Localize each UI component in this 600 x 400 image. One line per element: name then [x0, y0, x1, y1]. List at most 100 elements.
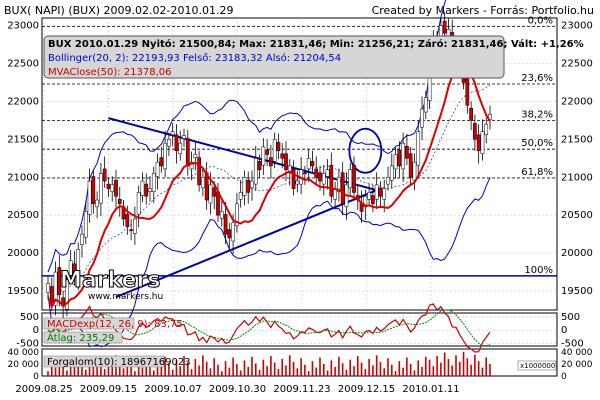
candle-body: [442, 20, 447, 34]
volume-tick-label: 40 000: [8, 348, 40, 358]
candle-body: [473, 123, 477, 140]
fib-label: 38,2%: [521, 109, 553, 120]
candle-body: [182, 135, 186, 139]
candle-body: [469, 108, 473, 121]
candle-body: [408, 153, 413, 178]
candle-body: [412, 161, 417, 181]
candle-body: [382, 188, 387, 200]
y-tick-label: 19500: [7, 286, 39, 297]
x-tick-label: 2009.11.23: [273, 384, 330, 395]
candle-body: [99, 173, 103, 204]
bollinger-mid: [47, 84, 491, 294]
candle-body: [151, 173, 156, 192]
candle-body: [310, 161, 315, 167]
ma50-line: [47, 60, 491, 309]
candle-body: [189, 161, 194, 170]
candle-body: [367, 192, 371, 200]
macd-label: MACDexp(12, 26, 9): 83,75: [47, 319, 183, 330]
candle-body: [405, 145, 409, 159]
candle-body: [476, 134, 481, 151]
candle-body: [416, 131, 421, 166]
candle-body: [295, 180, 300, 185]
candle-body: [284, 153, 288, 170]
candle-body: [465, 77, 470, 106]
x-tick-label: 2009.08.25: [15, 384, 72, 395]
candle-body: [125, 214, 130, 227]
candle-body: [57, 267, 62, 296]
candle-body: [117, 199, 122, 205]
candle-body: [261, 146, 266, 166]
info-bollinger: Bollinger(20, 2): 22193,93 Felső: 23183,…: [48, 52, 341, 64]
candle-body: [193, 154, 198, 158]
candle-body: [272, 139, 277, 162]
candle-body: [318, 172, 322, 182]
y-tick-label-right: 23000: [561, 21, 593, 32]
candle-body: [393, 154, 398, 170]
candle-body: [91, 176, 96, 205]
candle-body: [484, 123, 489, 136]
bollinger-upper: [47, 0, 447, 273]
x-tick-label: 2009.10.30: [209, 384, 266, 395]
candle-body: [148, 188, 152, 192]
macd-tick-label: 500: [20, 312, 39, 323]
candle-body: [420, 108, 424, 128]
candle-body: [140, 180, 145, 196]
candle-body: [144, 183, 149, 197]
x-tick-label: 2009.09.15: [80, 384, 137, 395]
candle-body: [106, 183, 111, 189]
svg-text:Markers: Markers: [60, 268, 161, 293]
candle-body: [129, 229, 133, 231]
x-tick-label: 2010.01.11: [402, 384, 459, 395]
fib-label: 61,8%: [521, 167, 553, 178]
y-tick-label: 20000: [7, 248, 39, 259]
candle-body: [371, 195, 375, 205]
candle-body: [446, 29, 451, 37]
y-tick-label: 21000: [7, 172, 39, 183]
info-ma50: MVAClose(50): 21378,06: [48, 67, 172, 78]
candle-body: [223, 214, 228, 235]
volume-unit: x1000000: [520, 362, 555, 370]
candle-body: [401, 142, 405, 170]
macd-tick-label: -500: [16, 338, 39, 349]
candle-body: [337, 177, 341, 192]
candle-body: [208, 184, 213, 204]
candle-body: [235, 203, 239, 227]
y-tick-label: 22500: [7, 59, 39, 70]
candle-body: [49, 286, 54, 303]
x-tick-label: 2009.12.15: [338, 384, 395, 395]
candle-body: [386, 177, 390, 185]
candle-body: [340, 172, 345, 205]
candle-body: [76, 249, 81, 280]
candle-body: [378, 187, 383, 197]
candle-body: [276, 142, 281, 151]
candle-body: [231, 222, 235, 242]
highlight-circle: [348, 127, 383, 174]
candle-body: [87, 180, 92, 215]
atlag-label: Átlag: 235,29: [47, 331, 114, 344]
x-tick-label: 2009.10.07: [144, 384, 201, 395]
candle-body: [167, 139, 171, 147]
y-tick-label: 21500: [7, 134, 39, 145]
candle-body: [227, 229, 232, 239]
volume-label: Forgalom(10): 18967169023: [47, 357, 191, 368]
candle-body: [348, 169, 353, 189]
candle-body: [250, 180, 254, 189]
candle-body: [374, 184, 379, 200]
candle-body: [329, 164, 334, 197]
macd-tick-label-right: -500: [561, 338, 584, 349]
y-tick-label: 23000: [7, 21, 39, 32]
candle-body: [163, 142, 167, 170]
svg-text:www.markers.hu: www.markers.hu: [88, 292, 163, 302]
candle-body: [314, 168, 319, 178]
candle-body: [72, 263, 77, 277]
info-box: [43, 35, 505, 79]
candle-body: [80, 233, 84, 246]
y-tick-label-right: 20000: [561, 248, 593, 259]
candle-body: [170, 131, 175, 136]
candle-body: [174, 134, 179, 151]
y-tick-label-right: 21500: [561, 134, 593, 145]
volume-tick-label-right: 0: [561, 372, 567, 382]
fib-label: 100%: [524, 265, 553, 276]
volume-tick-label-right: 40 000: [561, 348, 593, 358]
